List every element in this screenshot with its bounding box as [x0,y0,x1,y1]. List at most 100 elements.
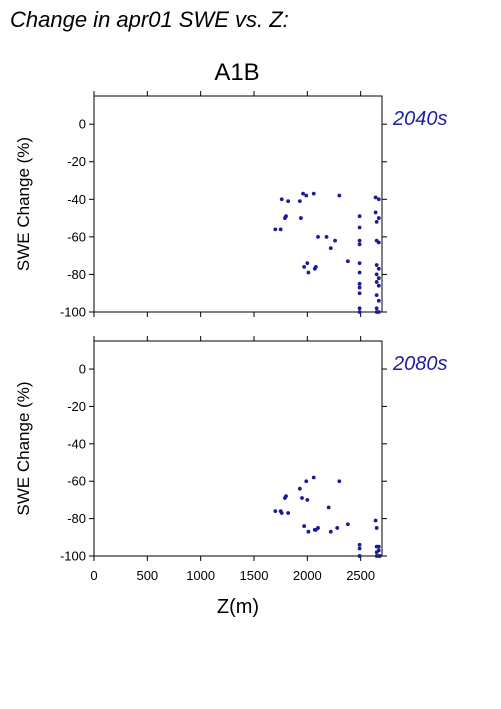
data-point [316,526,320,530]
data-point [326,505,331,510]
data-point [376,310,381,314]
chart-title: Change in apr01 SWE vs. Z: [10,7,289,32]
y-tick-label: -80 [67,267,86,282]
data-point [304,479,309,484]
x-tick-label: 500 [136,568,158,583]
x-tick-label: 1500 [240,568,269,583]
data-point [374,219,379,224]
y-tick-label: 0 [79,362,86,377]
data-point [333,238,337,243]
data-point [376,266,381,271]
chart-subtitle: A1B [214,59,259,86]
y-tick-label: -20 [67,154,86,169]
data-point [306,529,311,534]
data-point [376,240,381,245]
data-point [345,259,350,264]
data-point [373,518,378,523]
y-tick-label: -100 [60,305,86,320]
data-point [357,285,362,290]
data-point [357,225,362,230]
data-point [337,479,342,484]
data-point [357,546,362,551]
plot-frame [93,340,383,557]
data-point [376,276,381,281]
data-point [374,280,379,284]
data-point [313,265,318,269]
x-tick-label: 2000 [293,568,322,583]
x-tick-label: 1000 [186,568,215,583]
data-point [286,199,291,204]
period-label: 2040s [392,108,448,130]
data-point [335,526,340,530]
data-point [324,234,329,239]
data-point [345,522,350,527]
data-point [306,270,311,275]
data-point [328,529,333,534]
y-tick-label: 0 [79,117,86,132]
data-point [376,197,381,202]
data-point [284,214,288,219]
data-point [376,544,381,549]
data-point [374,526,379,530]
data-point [284,494,288,499]
data-point [357,238,362,243]
data-point [357,242,362,247]
y-tick-label: -40 [67,436,86,451]
data-point [316,234,320,239]
data-point [302,265,307,269]
data-point [286,511,291,515]
data-point [301,191,305,196]
data-point [376,283,381,288]
data-point [357,270,362,275]
x-tick-label: 2500 [346,568,375,583]
data-point [357,281,362,286]
data-point [357,554,362,558]
data-point [297,199,302,204]
data-point [374,263,379,267]
data-point [376,548,381,553]
data-point [357,306,362,311]
data-point [311,191,316,196]
data-point [374,293,379,297]
data-point [302,524,307,528]
data-point [299,216,303,220]
period-label: 2080s [392,353,448,375]
x-axis-label: Z(m) [217,596,259,618]
data-point [305,261,310,266]
data-point [279,511,284,515]
data-point [377,554,382,558]
y-tick-label: -60 [67,229,86,244]
y-axis-label: SWE Change (%) [14,137,33,271]
y-axis-label: SWE Change (%) [14,381,33,515]
panel-2: 0 -20 -40 -60 -80 -100 0 500 1000 1500 2000 2500 SWE… [14,336,448,618]
data-point [373,210,378,215]
y-tick-label: -20 [67,399,86,414]
data-point [337,193,342,198]
data-point [278,227,283,232]
data-point [297,486,302,491]
data-point [357,310,362,314]
x-tick-label: 0 [90,568,97,583]
data-point [374,272,379,277]
data-point [279,197,284,202]
data-point [373,195,378,200]
data-point [328,246,333,251]
y-tick-label: -40 [67,192,86,207]
y-tick-label: -60 [67,474,86,489]
panel-1: 0 -20 -40 -60 -80 -100 SWE Change (%) 2040s [14,91,448,320]
data-point [357,542,362,547]
data-point [311,475,316,480]
data-point [357,214,362,219]
data-point [376,216,381,220]
plot-frame [93,95,383,313]
data-point [304,193,309,198]
y-tick-label: -100 [60,549,86,564]
data-point [374,306,379,311]
y-tick-label: -80 [67,511,86,526]
data-point [357,291,362,296]
data-point [376,298,381,303]
data-point [357,261,362,266]
data-point [273,509,278,514]
data-point [305,498,310,502]
